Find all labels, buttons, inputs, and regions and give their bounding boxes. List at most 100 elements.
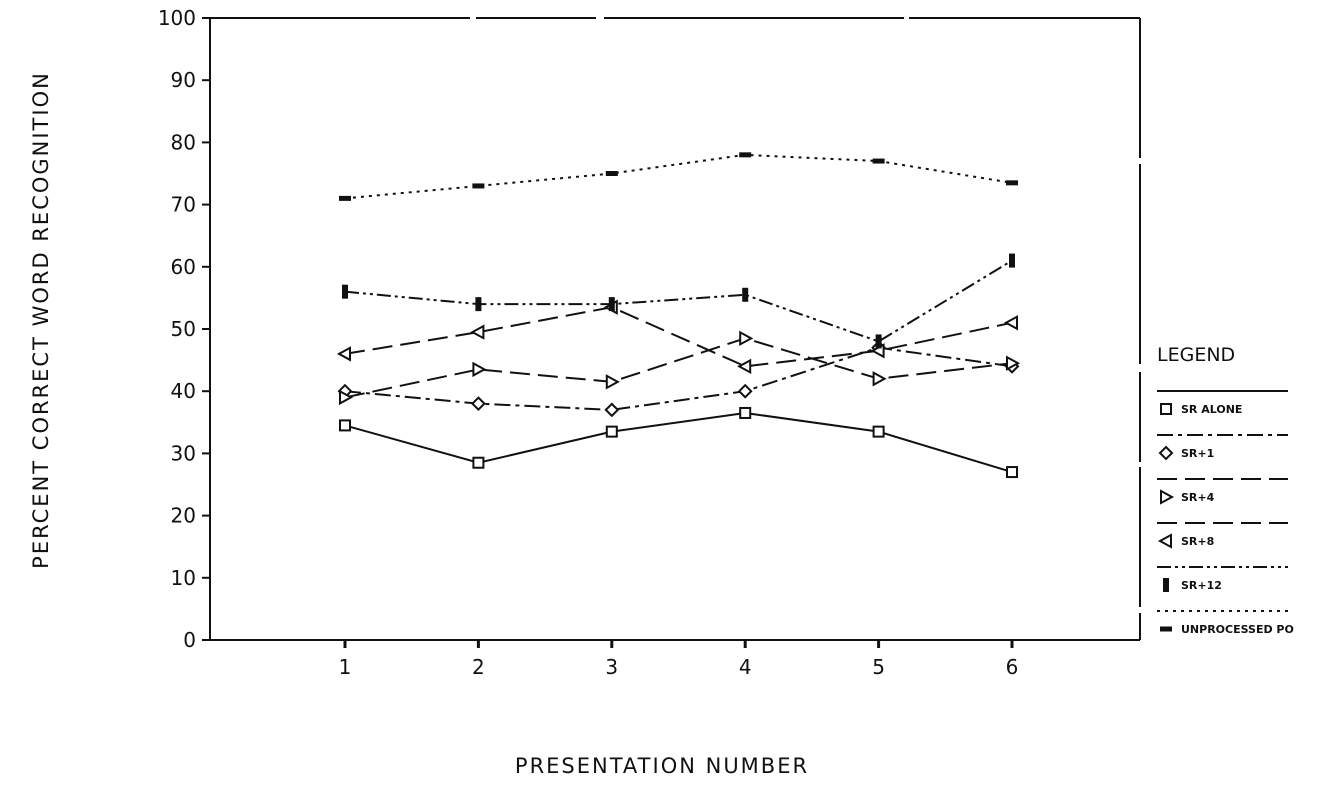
triangle-left-icon [470, 324, 485, 340]
x-tick-label: 3 [605, 655, 618, 679]
plot-frame [209, 17, 1141, 641]
data-point-sr-alone [872, 425, 885, 438]
y-tick-label: 70 [171, 193, 196, 217]
legend-marker-sr-4 [1160, 489, 1175, 505]
triangle-right-icon [739, 330, 754, 347]
legend-marker-sr-8 [1157, 533, 1172, 549]
x-tick-label: 5 [872, 655, 885, 679]
dash-icon [1006, 180, 1018, 186]
x-tick-label: 1 [339, 655, 352, 679]
y-tick-label: 50 [171, 317, 196, 341]
legend-label-unprocessed-po: UNPROCESSED PO [1181, 623, 1294, 636]
legend-label-sr-8: SR+8 [1181, 535, 1214, 548]
bar-icon [608, 297, 615, 312]
y-tick-label: 80 [171, 130, 196, 154]
y-tick-label: 60 [171, 255, 196, 279]
bar-icon [475, 297, 482, 312]
dash-icon [339, 195, 351, 201]
triangle-left-icon [336, 346, 351, 362]
x-tick-label: 2 [472, 655, 485, 679]
data-point-sr-alone [1006, 466, 1018, 479]
triangle-right-icon [1006, 355, 1021, 371]
legend-marker-sr-1 [1158, 445, 1174, 461]
x-axis-title: PRESENTATION NUMBER [515, 754, 809, 778]
series-line-sr-alone [344, 411, 1013, 474]
data-point-sr-4 [339, 389, 354, 406]
data-point-sr-alone [605, 425, 618, 438]
series-line-sr-4 [344, 337, 1013, 399]
data-point-unprocessed-po [1006, 180, 1018, 186]
triangle-left-icon [737, 358, 752, 375]
data-point-sr-12 [342, 284, 348, 299]
data-point-sr-12 [475, 297, 482, 312]
square-icon [472, 456, 485, 469]
data-point-sr-4 [1006, 355, 1021, 371]
legend-label-sr-alone: SR ALONE [1181, 403, 1242, 416]
square-icon [739, 406, 752, 419]
data-point-sr-4 [472, 361, 487, 378]
dash-icon [472, 183, 485, 189]
legend-title: LEGEND [1157, 344, 1235, 366]
series-line-sr-8 [344, 306, 1013, 368]
legend: LEGEND SR ALONE SR+1 SR+4 SR+8 SR+12 UNPROCES… [1157, 344, 1294, 636]
triangle-left-icon [1157, 533, 1172, 549]
data-point-sr-8 [737, 358, 752, 375]
triangle-right-icon [1160, 489, 1175, 505]
bar-icon [742, 287, 749, 302]
dash-icon [872, 158, 885, 164]
data-point-sr-12 [742, 287, 749, 302]
square-icon [1006, 466, 1018, 479]
data-point-sr-alone [472, 456, 485, 469]
square-icon [872, 425, 885, 438]
square-icon [1160, 403, 1172, 415]
bar-icon [1009, 253, 1015, 268]
data-point-sr-alone [739, 406, 752, 419]
triangle-right-icon [605, 374, 620, 390]
square-icon [339, 419, 351, 432]
data-point-sr-8 [1003, 315, 1018, 331]
series-line-sr-12 [344, 259, 1013, 343]
data-point-sr-4 [605, 374, 620, 390]
x-tick-label: 4 [739, 655, 752, 679]
legend-label-sr-1: SR+1 [1181, 447, 1214, 460]
dash-icon [739, 152, 752, 158]
data-point-unprocessed-po [605, 171, 618, 176]
legend-marker-unprocessed-po [1160, 626, 1172, 632]
data-point-sr-12 [608, 297, 615, 312]
triangle-right-icon [872, 371, 887, 387]
legend-marker-sr-alone [1160, 403, 1172, 415]
diamond-icon [1158, 445, 1174, 461]
square-icon [605, 425, 618, 438]
data-point-unprocessed-po [872, 158, 885, 164]
legend-marker-sr-12 [1163, 578, 1169, 592]
data-point-sr-4 [872, 371, 887, 387]
y-axis-ticks: 0 10 20 30 40 50 60 70 80 90 100 [158, 6, 210, 652]
data-point-sr-alone [339, 419, 351, 432]
y-tick-label: 90 [171, 68, 196, 92]
data-point-sr-8 [336, 346, 351, 362]
y-tick-label: 10 [171, 566, 196, 590]
y-tick-label: 0 [183, 628, 196, 652]
bar-icon [342, 284, 348, 299]
data-point-unprocessed-po [339, 195, 351, 201]
legend-label-sr-4: SR+4 [1181, 491, 1215, 504]
diamond-icon [470, 396, 486, 412]
diamond-icon [737, 383, 753, 399]
data-point-sr-12 [1009, 253, 1015, 268]
data-point-unprocessed-po [739, 152, 752, 158]
dash-icon [1160, 626, 1172, 632]
bar-icon [875, 334, 882, 349]
data-point-sr-4 [739, 330, 754, 347]
data-point-sr-1 [604, 402, 620, 418]
bar-icon [1163, 578, 1169, 592]
x-axis-ticks: 1 2 3 4 5 6 [339, 640, 1018, 679]
dash-icon [605, 171, 618, 176]
data-point-sr-8 [470, 324, 485, 340]
data-point-unprocessed-po [472, 183, 485, 189]
y-tick-label: 30 [171, 441, 196, 465]
data-point-sr-12 [875, 334, 882, 349]
series-line-sr-1 [344, 346, 1013, 411]
diamond-icon [604, 402, 620, 418]
data-point-sr-1 [737, 383, 753, 399]
